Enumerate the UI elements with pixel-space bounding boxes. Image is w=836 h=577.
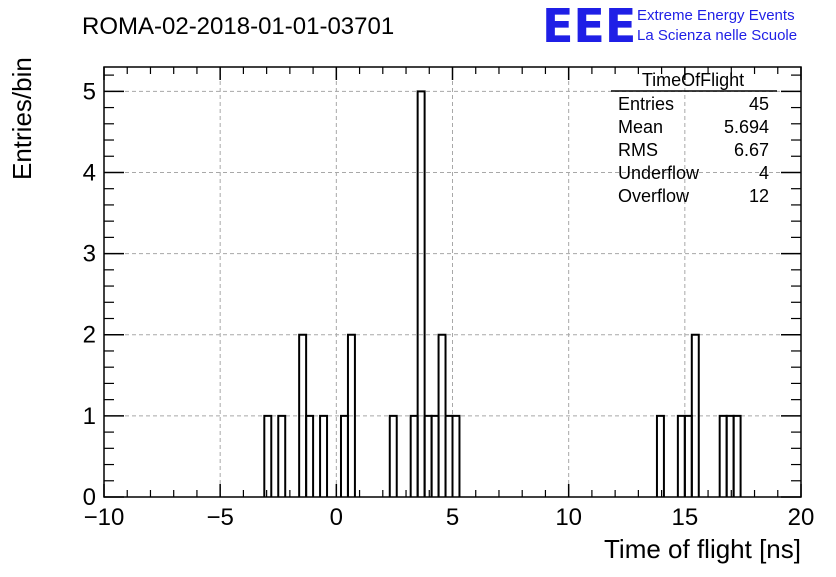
histogram-bin — [732, 414, 742, 497]
histogram-bin — [319, 414, 329, 497]
eee-logo-mark: EEE — [542, 0, 636, 53]
x-tick-label: −10 — [84, 504, 125, 531]
y-tick-label: 0 — [83, 484, 96, 511]
histogram-bin — [655, 414, 665, 497]
x-tick-label: 15 — [671, 504, 698, 531]
x-axis-title: Time of flight [ns] — [604, 534, 801, 564]
y-tick-label: 4 — [83, 159, 96, 186]
histogram-bin — [451, 414, 461, 497]
run-title: ROMA-02-2018-01-01-03701 — [82, 13, 394, 40]
stats-row-value: 5.694 — [724, 117, 769, 137]
stats-rows: Entries 45 Mean 5.694 RMS 6.67 Underflow 4 Overf… — [618, 94, 769, 206]
y-tick-label: 2 — [83, 322, 96, 349]
x-tick-label: 10 — [555, 504, 582, 531]
x-tick-label: 5 — [446, 504, 459, 531]
stats-box: TimeOfFlight Entries 45 Mean 5.694 RMS 6.67 Un… — [611, 70, 777, 206]
histogram-bin — [305, 414, 315, 497]
y-tick-label: 3 — [83, 241, 96, 268]
logo-line-2: La Scienza nelle Scuole — [637, 27, 797, 44]
stats-row-value: 45 — [749, 94, 769, 114]
histogram-bin — [263, 414, 273, 497]
stats-box-title: TimeOfFlight — [642, 70, 744, 90]
stats-row-value: 4 — [759, 163, 769, 183]
histogram-bin — [277, 414, 287, 497]
stats-row-label: Mean — [618, 117, 663, 137]
stats-row-label: Entries — [618, 94, 674, 114]
stats-row-value: 6.67 — [734, 140, 769, 160]
y-tick-label: 5 — [83, 78, 96, 105]
x-tick-label: −5 — [206, 504, 233, 531]
x-tick-label: 0 — [330, 504, 343, 531]
histogram-bin — [416, 90, 426, 497]
histogram-bin — [346, 333, 356, 497]
histogram-bin — [388, 414, 398, 497]
logo-line-1: Extreme Energy Events — [637, 7, 795, 24]
histogram-series — [263, 90, 742, 497]
axis-ticks — [103, 67, 802, 498]
histogram-bin — [690, 333, 700, 497]
y-axis-title: Entries/bin — [7, 57, 37, 180]
stats-row-value: 12 — [749, 186, 769, 206]
stats-row-label: Underflow — [618, 163, 700, 183]
y-tick-label: 1 — [83, 403, 96, 430]
x-tick-label: 20 — [788, 504, 815, 531]
stats-row-label: RMS — [618, 140, 658, 160]
stats-row-label: Overflow — [618, 186, 690, 206]
